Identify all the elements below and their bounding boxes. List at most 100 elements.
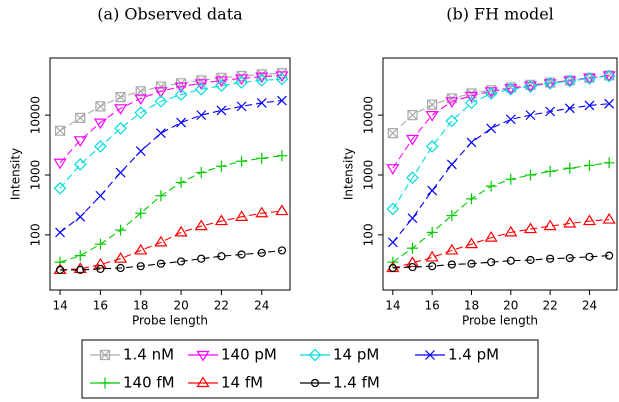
- x-tick-label: 18: [464, 299, 479, 313]
- marker: [582, 73, 597, 85]
- y-axis-label: Intensity: [9, 148, 23, 200]
- marker: [55, 227, 66, 238]
- marker: [465, 96, 478, 110]
- marker: [175, 176, 187, 188]
- marker: [73, 136, 87, 147]
- y-tick-label: 100: [362, 223, 376, 246]
- marker: [467, 259, 476, 268]
- marker: [154, 235, 168, 247]
- marker: [425, 111, 439, 122]
- legend-marker: [99, 377, 111, 389]
- marker: [446, 210, 458, 222]
- marker: [215, 160, 227, 172]
- x-axis-label: Probe length: [132, 314, 208, 328]
- marker: [93, 257, 107, 269]
- legend-label: 1.4 pM: [448, 346, 499, 364]
- y-axis-label: Intensity: [342, 148, 356, 200]
- marker: [95, 190, 106, 201]
- marker: [602, 71, 616, 83]
- marker: [524, 80, 537, 93]
- marker: [256, 152, 268, 164]
- marker: [583, 159, 595, 171]
- marker: [464, 237, 479, 249]
- x-tick-label: 22: [214, 299, 229, 313]
- legend-marker: [308, 348, 322, 362]
- x-tick-label: 20: [503, 299, 518, 313]
- marker: [75, 211, 86, 222]
- legend-label: 14 fM: [221, 374, 263, 392]
- marker: [194, 219, 208, 231]
- marker: [94, 238, 106, 250]
- marker: [156, 128, 166, 139]
- marker: [115, 167, 126, 178]
- marker: [277, 246, 287, 255]
- marker: [408, 262, 417, 272]
- marker: [197, 254, 206, 263]
- marker: [464, 91, 479, 103]
- plot-frame: [49, 57, 291, 291]
- marker: [445, 114, 459, 128]
- marker: [75, 112, 86, 123]
- marker: [114, 252, 128, 263]
- legend-box: [81, 339, 539, 399]
- marker: [176, 117, 187, 128]
- series-line: [59, 155, 283, 263]
- marker: [425, 250, 439, 262]
- marker: [564, 162, 576, 174]
- marker: [386, 164, 400, 175]
- marker: [255, 206, 269, 218]
- legend-marker: [425, 350, 435, 360]
- x-tick-label: 24: [582, 299, 597, 313]
- marker: [76, 265, 85, 274]
- marker: [174, 82, 188, 94]
- marker: [134, 94, 148, 106]
- marker: [214, 76, 228, 88]
- panel-title: (a) Observed data: [97, 5, 243, 24]
- marker: [114, 122, 127, 135]
- marker: [563, 74, 577, 88]
- marker: [544, 165, 556, 177]
- marker: [156, 259, 166, 268]
- marker: [563, 216, 577, 228]
- marker: [387, 128, 398, 139]
- series-line: [392, 74, 610, 134]
- marker: [255, 74, 269, 87]
- marker: [428, 262, 437, 271]
- marker: [55, 265, 65, 274]
- x-tick-label: 22: [543, 299, 558, 313]
- legend-marker: [196, 350, 210, 362]
- marker: [176, 257, 186, 266]
- marker: [466, 137, 477, 148]
- marker: [446, 159, 457, 170]
- marker: [447, 260, 456, 269]
- marker: [134, 106, 148, 120]
- marker: [427, 185, 438, 196]
- marker: [543, 76, 557, 90]
- marker: [523, 222, 538, 234]
- x-tick-label: 20: [173, 299, 188, 313]
- panel-title: (b) FH model: [446, 5, 554, 24]
- marker: [174, 225, 188, 237]
- legend-marker: [310, 378, 320, 388]
- marker: [134, 243, 148, 255]
- marker: [114, 104, 128, 115]
- marker: [405, 134, 420, 146]
- legend-label: 1.4 fM: [333, 374, 380, 392]
- marker: [525, 110, 536, 121]
- marker: [505, 173, 517, 185]
- marker: [235, 210, 249, 221]
- marker: [237, 250, 246, 259]
- marker: [215, 79, 228, 93]
- series-line: [59, 100, 282, 233]
- legend-label: 1.4 nM: [123, 346, 174, 364]
- marker: [275, 204, 289, 216]
- marker: [582, 214, 597, 226]
- x-tick-label: 18: [133, 299, 148, 313]
- y-tick-label: 10000: [362, 96, 376, 134]
- x-tick-label: 16: [425, 299, 440, 313]
- series-line: [392, 219, 610, 269]
- legend-label: 140 fM: [123, 374, 175, 392]
- marker: [116, 263, 125, 273]
- x-tick-label: 14: [385, 299, 400, 313]
